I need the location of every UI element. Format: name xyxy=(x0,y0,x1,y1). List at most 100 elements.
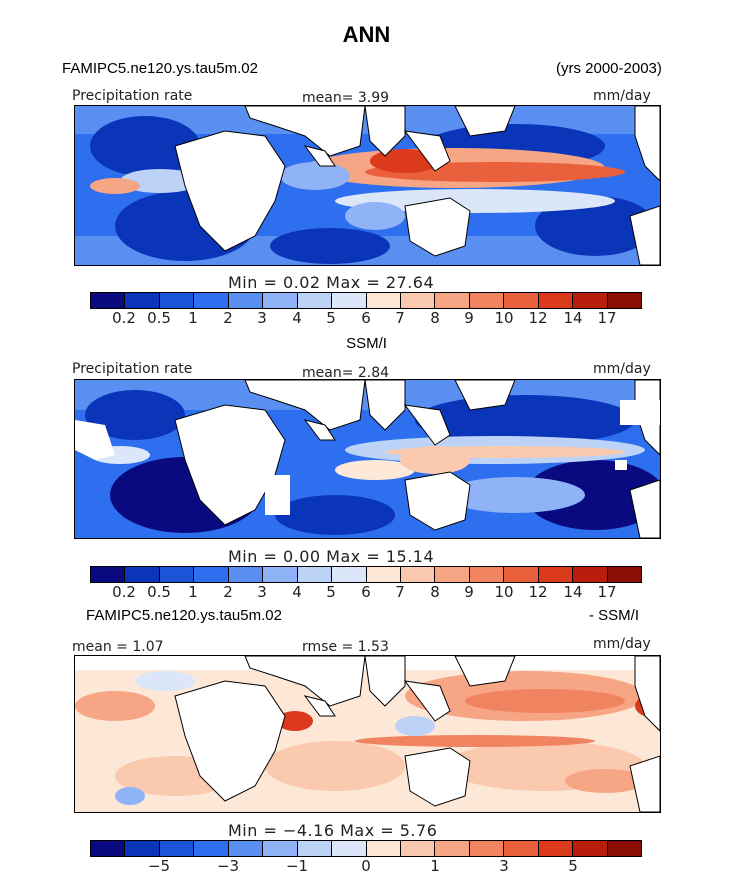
colorbar-tick-label: 1 xyxy=(430,857,440,875)
panel3-colorbar-ticks: −5 −3 −1 0 1 3 5 xyxy=(90,859,642,877)
colorbar-swatch xyxy=(159,841,195,856)
panel3-rmse-label: rmse = 1.53 xyxy=(302,639,389,655)
colorbar-swatch xyxy=(91,293,126,308)
panel1-units-label: mm/day xyxy=(593,88,651,104)
colorbar-swatch xyxy=(504,293,539,308)
colorbar-swatch xyxy=(159,567,195,582)
colorbar-swatch xyxy=(332,841,367,856)
panel3-minus-source: - SSM/I xyxy=(589,607,640,624)
panel3-colorbar xyxy=(90,840,642,857)
colorbar-tick-label: 0.5 xyxy=(147,309,171,327)
colorbar-swatch xyxy=(573,567,608,582)
panel2-map-svg xyxy=(75,380,660,538)
colorbar-swatch xyxy=(435,293,470,308)
colorbar-swatch xyxy=(194,567,229,582)
colorbar-tick-label: 10 xyxy=(494,309,514,327)
colorbar-tick-label: 6 xyxy=(361,309,371,327)
colorbar-swatch xyxy=(435,567,470,582)
colorbar-tick-label: 4 xyxy=(292,583,302,601)
colorbar-swatch xyxy=(91,841,126,856)
colorbar-tick-label: 0.5 xyxy=(147,583,171,601)
colorbar-swatch xyxy=(504,841,539,856)
panel1-case-name: FAMIPC5.ne120.ys.tau5m.02 xyxy=(62,60,258,77)
colorbar-tick-label: −3 xyxy=(216,857,240,875)
panel2-units-label: mm/day xyxy=(593,361,651,377)
colorbar-tick-label: 12 xyxy=(528,583,548,601)
colorbar-tick-label: 14 xyxy=(563,309,583,327)
colorbar-swatch xyxy=(400,567,436,582)
panel3-units-label: mm/day xyxy=(593,636,651,652)
colorbar-swatch xyxy=(538,567,574,582)
colorbar-swatch xyxy=(194,841,229,856)
panel3-case-name: FAMIPC5.ne120.ys.tau5m.02 xyxy=(86,607,282,624)
colorbar-swatch xyxy=(228,841,264,856)
colorbar-swatch xyxy=(573,293,608,308)
figure-title: ANN xyxy=(342,22,391,47)
colorbar-swatch xyxy=(297,841,333,856)
colorbar-swatch xyxy=(607,567,641,582)
colorbar-swatch xyxy=(538,293,574,308)
panel2-map xyxy=(74,379,661,539)
colorbar-swatch xyxy=(194,293,229,308)
colorbar-tick-label: −5 xyxy=(147,857,171,875)
colorbar-swatch xyxy=(400,293,436,308)
panel2-colorbar xyxy=(90,566,642,583)
colorbar-swatch xyxy=(435,841,470,856)
panel2-min-max: Min = 0.00 Max = 15.14 xyxy=(228,547,435,566)
colorbar-tick-label: 5 xyxy=(326,309,336,327)
colorbar-swatch xyxy=(297,567,333,582)
colorbar-swatch xyxy=(366,567,401,582)
colorbar-swatch xyxy=(159,293,195,308)
colorbar-swatch xyxy=(263,293,298,308)
colorbar-tick-label: −1 xyxy=(285,857,309,875)
colorbar-tick-label: 3 xyxy=(499,857,509,875)
colorbar-tick-label: 2 xyxy=(223,583,233,601)
colorbar-tick-label: 17 xyxy=(597,309,617,327)
colorbar-swatch xyxy=(366,293,401,308)
colorbar-swatch xyxy=(469,567,505,582)
colorbar-tick-label: 3 xyxy=(257,583,267,601)
colorbar-tick-label: 1 xyxy=(188,309,198,327)
panel1-mean-label: mean= 3.99 xyxy=(302,90,390,106)
colorbar-swatch xyxy=(332,293,367,308)
colorbar-swatch xyxy=(607,293,641,308)
colorbar-swatch xyxy=(91,567,126,582)
colorbar-tick-label: 6 xyxy=(361,583,371,601)
colorbar-tick-label: 0.2 xyxy=(112,583,136,601)
colorbar-swatch xyxy=(573,841,608,856)
panel3-min-max: Min = −4.16 Max = 5.76 xyxy=(228,821,438,840)
colorbar-tick-label: 17 xyxy=(597,583,617,601)
panel1-map xyxy=(74,105,661,266)
panel3-map xyxy=(74,655,661,813)
colorbar-tick-label: 3 xyxy=(257,309,267,327)
colorbar-swatch xyxy=(332,567,367,582)
colorbar-swatch xyxy=(263,841,298,856)
colorbar-swatch xyxy=(366,841,401,856)
colorbar-tick-label: 10 xyxy=(494,583,514,601)
colorbar-tick-label: 8 xyxy=(430,309,440,327)
colorbar-tick-label: 5 xyxy=(568,857,578,875)
panel2-source-label: SSM/I xyxy=(346,335,387,352)
colorbar-tick-label: 5 xyxy=(326,583,336,601)
colorbar-swatch xyxy=(125,841,160,856)
colorbar-swatch xyxy=(228,567,264,582)
panel1-map-svg xyxy=(75,106,660,265)
colorbar-swatch xyxy=(400,841,436,856)
colorbar-swatch xyxy=(469,841,505,856)
colorbar-tick-label: 4 xyxy=(292,309,302,327)
panel1-years: (yrs 2000-2003) xyxy=(556,60,662,77)
colorbar-swatch xyxy=(607,841,641,856)
panel1-min-max: Min = 0.02 Max = 27.64 xyxy=(228,273,435,292)
colorbar-swatch xyxy=(297,293,333,308)
panel1-colorbar-ticks: 0.2 0.5 1 2 3 4 5 6 7 8 9 10 12 14 17 xyxy=(90,311,642,329)
colorbar-tick-label: 0.2 xyxy=(112,309,136,327)
colorbar-tick-label: 8 xyxy=(430,583,440,601)
colorbar-tick-label: 12 xyxy=(528,309,548,327)
colorbar-swatch xyxy=(228,293,264,308)
panel1-colorbar xyxy=(90,292,642,309)
colorbar-tick-label: 7 xyxy=(395,583,405,601)
colorbar-swatch xyxy=(469,293,505,308)
colorbar-tick-label: 7 xyxy=(395,309,405,327)
colorbar-tick-label: 0 xyxy=(361,857,371,875)
